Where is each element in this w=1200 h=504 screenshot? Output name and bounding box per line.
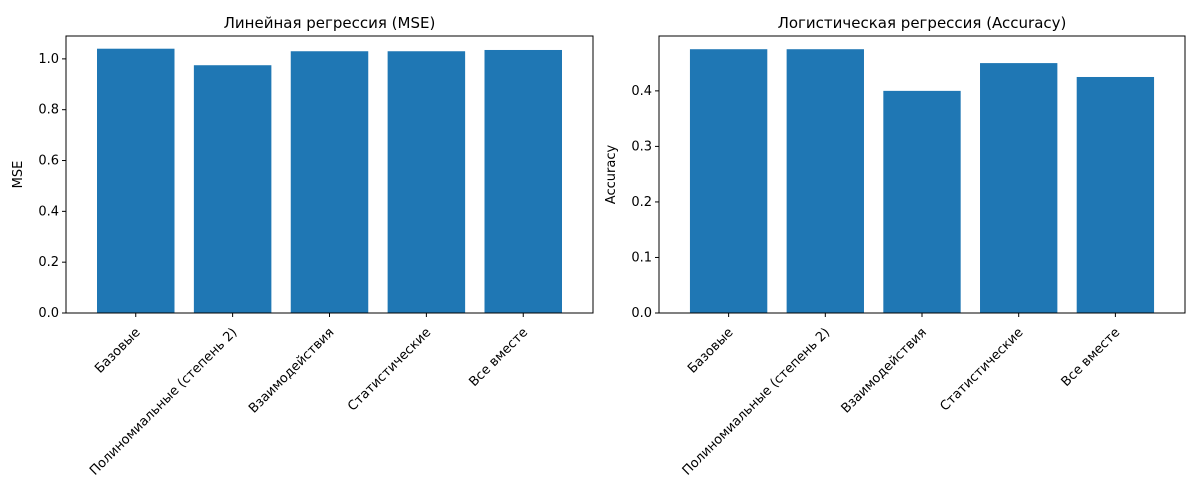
y-tick-label: 0.1	[631, 250, 652, 265]
y-tick-label: 0.6	[38, 154, 59, 169]
bar	[97, 48, 175, 313]
x-tick-label: Все вместе	[1059, 325, 1124, 390]
y-tick-label: 0.3	[631, 139, 652, 154]
chart-title: Линейная регрессия (MSE)	[224, 14, 436, 32]
bar	[980, 63, 1058, 314]
x-tick-label: Взаимодействия	[839, 325, 930, 416]
y-tick-label: 0.4	[38, 204, 59, 219]
bar	[484, 49, 562, 314]
bar	[387, 51, 466, 313]
x-tick-label: Базовые	[685, 325, 736, 376]
y-axis-label: Accuracy	[604, 145, 619, 205]
y-tick-label: 0.0	[631, 306, 652, 321]
y-tick-label: 0.2	[631, 195, 652, 210]
x-tick-label: Статистические	[345, 325, 434, 414]
y-tick-label: 0.4	[631, 84, 652, 99]
x-tick-label: Базовые	[92, 325, 143, 376]
y-axis-label: MSE	[11, 161, 26, 189]
chart-title: Логистическая регрессия (Accuracy)	[778, 14, 1067, 32]
x-tick-label: Статистические	[937, 325, 1026, 414]
bar	[689, 49, 768, 313]
y-tick-label: 0.0	[38, 306, 59, 321]
bar	[1076, 76, 1155, 314]
bar	[193, 65, 272, 314]
y-tick-label: 0.2	[38, 255, 59, 270]
bar	[290, 51, 369, 313]
x-tick-label: Взаимодействия	[246, 325, 337, 416]
chart-linear-regression-mse: Линейная регрессия (MSE) MSE 0.0 0.2 0.4 0.…	[11, 14, 594, 479]
y-tick-label: 0.8	[38, 103, 59, 118]
bar	[883, 90, 961, 313]
y-tick-label: 1.0	[38, 52, 59, 67]
bar	[786, 49, 864, 313]
chart-logistic-regression-accuracy: Логистическая регрессия (Accuracy) Accur…	[604, 14, 1186, 479]
x-tick-label: Все вместе	[466, 325, 531, 390]
